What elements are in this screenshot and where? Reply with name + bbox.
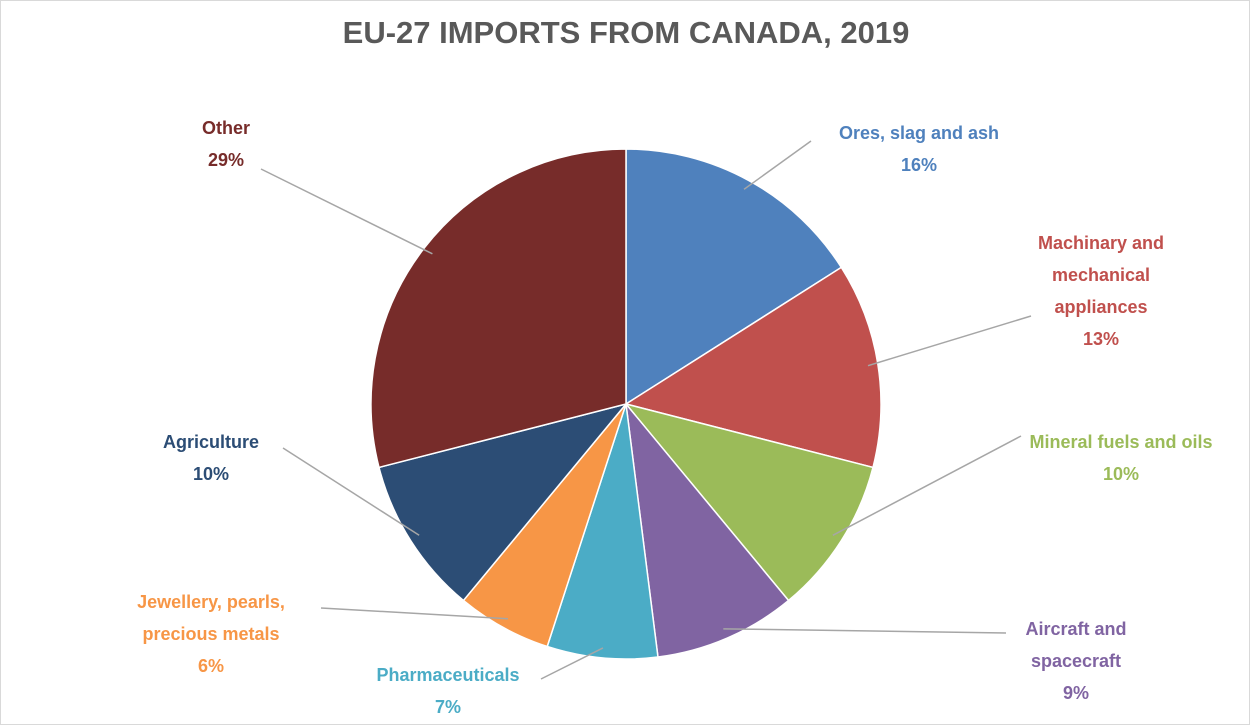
label-name: Agriculture [162,432,259,452]
label-name: Machinary and mechanical appliances [1037,233,1165,317]
pie-slice [546,403,659,660]
leader-line [723,628,1007,634]
label-name: Jewellery, pearls, precious metals [137,592,285,644]
slice-label: Other 29% [166,112,286,176]
leader-line [282,447,420,536]
label-name: Other [201,118,250,138]
slice-label: Aircraft and spacecraft 9% [996,613,1156,709]
chart-title: EU-27 IMPORTS FROM CANADA, 2019 [342,15,910,50]
leader-line [832,435,1022,536]
label-value: 9% [1062,683,1089,703]
label-value: 29% [207,150,245,170]
pie-slice [625,148,843,406]
leader-line [260,168,433,255]
label-name: Ores, slag and ash [838,123,1000,143]
pie-slice [623,402,874,602]
label-name: Pharmaceuticals [376,665,520,685]
label-value: 10% [1102,464,1140,484]
slice-label: Jewellery, pearls, precious metals 6% [111,586,311,682]
label-value: 13% [1082,329,1120,349]
label-value: 6% [197,656,224,676]
slice-label: Ores, slag and ash 16% [789,117,1049,181]
slice-label: Machinary and mechanical appliances 13% [1011,227,1191,355]
pie-slice [624,401,790,658]
label-value: 16% [900,155,938,175]
leader-line [320,607,509,620]
slice-label: Pharmaceuticals 7% [338,659,558,723]
label-name: Mineral fuels and oils [1029,432,1213,452]
slice-label: Agriculture 10% [111,426,311,490]
leader-line [540,647,604,680]
label-value: 7% [434,697,461,717]
label-name: Aircraft and spacecraft [1025,619,1127,671]
pie-slice [624,266,882,469]
leader-line [743,140,812,190]
pie-slice [370,148,627,469]
leader-line [867,315,1032,367]
pie-slice [378,402,629,602]
slice-label: Mineral fuels and oils 10% [1016,426,1226,490]
label-value: 10% [192,464,230,484]
